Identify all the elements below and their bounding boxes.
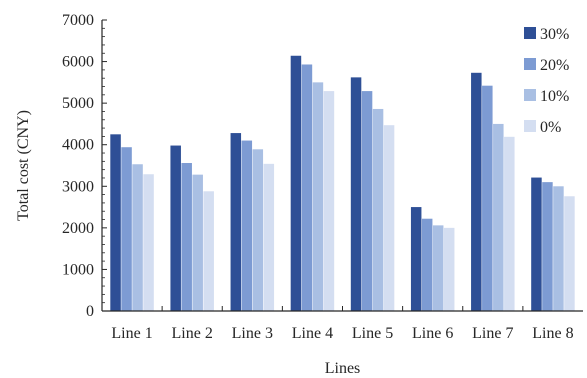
y-tick-label: 0: [86, 303, 94, 320]
bar-0pct-line-8: [564, 196, 575, 311]
bar-10pct-line-1: [132, 164, 143, 311]
bar-0pct-line-3: [263, 163, 275, 311]
bar-10pct-line-8: [553, 186, 564, 311]
legend-swatch: [524, 89, 536, 101]
bar-10pct-line-4: [312, 82, 324, 311]
bar-10pct-line-2: [192, 174, 203, 311]
legend-label: 30%: [540, 26, 569, 43]
legend: 30% 20% 10% 0%: [524, 26, 569, 136]
bar-20pct-line-7: [482, 85, 493, 311]
y-tick-label: 6000: [62, 54, 94, 71]
bar-20pct-line-1: [121, 147, 132, 311]
bar-0pct-line-4: [323, 91, 335, 311]
bar-30pct-line-6: [410, 207, 422, 311]
bar-10pct-line-7: [493, 123, 504, 311]
y-axis-title: Total cost (CNY): [15, 110, 32, 221]
bar-20pct-line-2: [181, 163, 192, 311]
bar-30pct-line-8: [531, 177, 542, 311]
legend-swatch: [524, 58, 536, 70]
legend-label: 10%: [540, 88, 569, 105]
y-tick-label: 1000: [62, 261, 94, 278]
bar-20pct-line-3: [241, 140, 253, 311]
legend-label: 20%: [540, 57, 569, 74]
bar-0pct-line-7: [504, 136, 515, 311]
bar-10pct-line-6: [432, 225, 444, 311]
legend-swatch: [524, 27, 536, 39]
bar-30pct-line-4: [290, 55, 302, 311]
bar-30pct-line-7: [471, 72, 482, 311]
x-tick-label: Line 2: [172, 325, 213, 342]
x-tick-label: Line 3: [232, 325, 273, 342]
x-tick-label: Line 4: [292, 325, 333, 342]
x-tick-label: Line 8: [532, 325, 573, 342]
bar-20pct-line-6: [421, 218, 433, 311]
bar-20pct-line-8: [542, 182, 553, 311]
bar-20pct-line-4: [301, 64, 313, 311]
y-tick-label: 5000: [62, 95, 94, 112]
bar-10pct-line-5: [372, 108, 384, 311]
bar-30pct-line-1: [110, 134, 121, 311]
x-axis-title: Lines: [325, 360, 361, 377]
y-tick-label: 3000: [62, 178, 94, 195]
bars-layer: [110, 55, 575, 312]
bar-30pct-line-3: [230, 133, 242, 311]
bar-0pct-line-2: [203, 191, 214, 311]
x-tick-label: Line 5: [352, 325, 393, 342]
x-tick-label: Line 1: [111, 325, 152, 342]
x-tick-label: Line 7: [472, 325, 513, 342]
bar-0pct-line-6: [443, 227, 455, 311]
bar-30pct-line-5: [350, 77, 362, 312]
bar-20pct-line-5: [361, 91, 373, 311]
bar-10pct-line-3: [252, 149, 264, 311]
legend-swatch: [524, 120, 536, 132]
bar-0pct-line-1: [143, 174, 154, 311]
bar-0pct-line-5: [383, 125, 395, 311]
y-axis-ticks: 0 1000 2000 3000 4000 5000 6000 7000: [62, 12, 107, 320]
y-tick-label: 2000: [62, 220, 94, 237]
x-tick-label: Line 6: [412, 325, 453, 342]
bar-30pct-line-2: [170, 145, 181, 311]
legend-label: 0%: [540, 119, 561, 136]
y-tick-label: 4000: [62, 137, 94, 154]
x-axis-ticks: Line 1 Line 2 Line 3 Line 4 Line 5 Line 6 Line…: [111, 306, 574, 342]
y-tick-label: 7000: [62, 12, 94, 29]
